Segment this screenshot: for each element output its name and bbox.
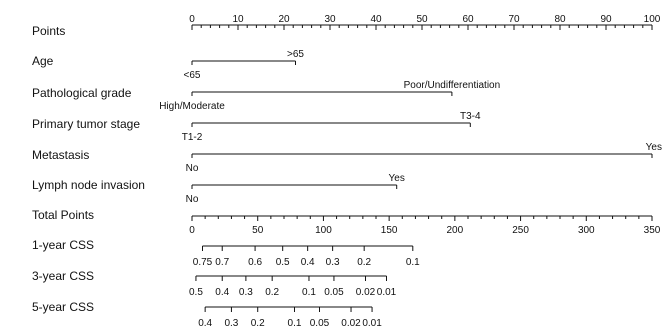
predictor-level-label: <65 bbox=[184, 70, 201, 81]
predictor-level-label: High/Moderate bbox=[159, 101, 225, 112]
total-points-label: Total Points bbox=[32, 208, 94, 222]
outcome-label: 1-year CSS bbox=[32, 238, 94, 252]
predictor-label: Primary tumor stage bbox=[32, 117, 140, 131]
outcome-tick-label: 0.3 bbox=[239, 287, 253, 298]
points-tick-label: 60 bbox=[462, 14, 474, 25]
outcome-tick-label: 0.3 bbox=[224, 318, 238, 329]
outcome-label: 3-year CSS bbox=[32, 269, 94, 283]
points-tick-label: 100 bbox=[644, 14, 661, 25]
total-points-tick-label: 150 bbox=[381, 225, 398, 236]
total-points-tick-label: 0 bbox=[189, 225, 195, 236]
points-tick-label: 20 bbox=[278, 14, 290, 25]
predictor-level-label: No bbox=[186, 163, 199, 174]
points-tick-label: 10 bbox=[232, 14, 244, 25]
outcome-tick-label: 0.01 bbox=[377, 287, 397, 298]
total-points-tick-label: 350 bbox=[644, 225, 661, 236]
predictor-label: Age bbox=[32, 54, 54, 68]
points-tick-label: 70 bbox=[508, 14, 520, 25]
total-points-tick-label: 100 bbox=[315, 225, 332, 236]
predictor-level-label: T3-4 bbox=[460, 111, 481, 122]
outcome-tick-label: 0.05 bbox=[324, 287, 344, 298]
outcome-tick-label: 0.4 bbox=[215, 287, 229, 298]
outcome-tick-label: 0.2 bbox=[357, 257, 371, 268]
outcome-tick-label: 0.1 bbox=[406, 257, 420, 268]
outcome-tick-label: 0.4 bbox=[301, 257, 315, 268]
outcome-tick-label: 0.2 bbox=[251, 318, 265, 329]
predictor-label: Metastasis bbox=[32, 148, 89, 162]
predictor-level-label: Poor/Undifferentiation bbox=[404, 80, 501, 91]
outcome-tick-label: 0.02 bbox=[341, 318, 361, 329]
total-points-tick-label: 50 bbox=[252, 225, 264, 236]
outcome-tick-label: 0.75 bbox=[193, 257, 213, 268]
predictor-level-label: Yes bbox=[389, 173, 405, 184]
outcome-tick-label: 0.2 bbox=[265, 287, 279, 298]
outcome-tick-label: 0.1 bbox=[302, 287, 316, 298]
points-tick-label: 50 bbox=[416, 14, 428, 25]
outcome-tick-label: 0.01 bbox=[362, 318, 382, 329]
predictor-label: Pathological grade bbox=[32, 86, 132, 100]
predictor-level-label: >65 bbox=[287, 49, 304, 60]
outcome-label: 5-year CSS bbox=[32, 300, 94, 314]
total-points-tick-label: 250 bbox=[512, 225, 529, 236]
points-tick-label: 80 bbox=[554, 14, 566, 25]
outcome-tick-label: 0.4 bbox=[198, 318, 212, 329]
total-points-tick-label: 300 bbox=[578, 225, 595, 236]
outcome-tick-label: 0.1 bbox=[288, 318, 302, 329]
predictor-label: Lymph node invasion bbox=[32, 178, 145, 192]
total-points-tick-label: 200 bbox=[447, 225, 464, 236]
outcome-tick-label: 0.05 bbox=[310, 318, 330, 329]
predictor-level-label: Yes bbox=[646, 142, 662, 153]
predictor-level-label: T1-2 bbox=[182, 132, 203, 143]
points-tick-label: 0 bbox=[189, 14, 195, 25]
points-tick-label: 40 bbox=[370, 14, 382, 25]
points-scale-label: Points bbox=[32, 24, 65, 38]
points-tick-label: 90 bbox=[600, 14, 612, 25]
outcome-tick-label: 0.02 bbox=[356, 287, 376, 298]
points-tick-label: 30 bbox=[324, 14, 336, 25]
outcome-tick-label: 0.5 bbox=[276, 257, 290, 268]
outcome-tick-label: 0.5 bbox=[189, 287, 203, 298]
predictor-level-label: No bbox=[186, 194, 199, 205]
outcome-tick-label: 0.3 bbox=[326, 257, 340, 268]
outcome-tick-label: 0.7 bbox=[215, 257, 229, 268]
outcome-tick-label: 0.6 bbox=[248, 257, 262, 268]
